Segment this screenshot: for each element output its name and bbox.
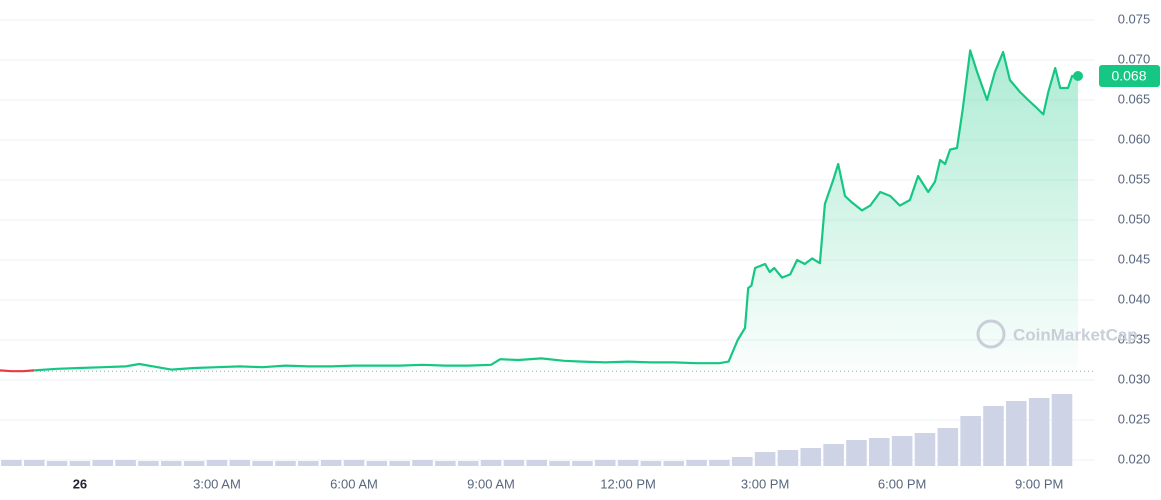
x-tick-label: 9:00 PM	[1015, 476, 1063, 491]
volume-bar	[138, 461, 159, 466]
y-tick-label: 0.035	[1118, 331, 1151, 346]
volume-bar	[115, 460, 136, 466]
y-tick-label: 0.075	[1118, 11, 1151, 26]
y-tick-label: 0.030	[1118, 371, 1151, 386]
y-tick-label: 0.050	[1118, 211, 1151, 226]
volume-bar	[983, 406, 1004, 466]
price-line	[0, 369, 35, 373]
volume-bar	[275, 461, 296, 466]
volume-bar	[366, 461, 388, 466]
volume-bar	[663, 461, 685, 466]
volume-bar	[252, 461, 273, 466]
x-tick-label: 6:00 AM	[330, 476, 378, 491]
volume-bar	[92, 460, 114, 466]
volume-bar	[206, 460, 228, 466]
volume-bar	[1028, 398, 1050, 466]
volume-bar	[435, 461, 456, 466]
x-tick-label: 6:00 PM	[878, 476, 926, 491]
volume-bar	[709, 460, 730, 466]
x-tick-label: 12:00 PM	[600, 476, 656, 491]
volume-bar	[891, 436, 913, 466]
watermark-logo	[976, 319, 1006, 349]
y-tick-label: 0.060	[1118, 131, 1151, 146]
volume-bar	[298, 461, 319, 466]
x-tick-label: 3:00 AM	[193, 476, 241, 491]
volume-bar	[412, 460, 433, 466]
volume-bar	[572, 461, 593, 466]
x-tick-label: 26	[73, 476, 87, 491]
volume-bar	[229, 460, 251, 466]
volume-bar	[526, 460, 547, 466]
price-line	[34, 49, 1078, 372]
volume-bar	[1051, 394, 1073, 466]
volume-bar	[23, 460, 45, 466]
y-tick-label: 0.055	[1118, 171, 1151, 186]
volume-bar	[1006, 401, 1027, 466]
watermark: CoinMarketCap	[976, 319, 1138, 349]
volume-bar	[69, 461, 91, 466]
volume-bar	[389, 461, 410, 466]
volume-bar	[320, 460, 342, 466]
watermark-text: CoinMarketCap	[1013, 325, 1138, 344]
volume-bar	[640, 461, 662, 466]
volume-bar	[846, 440, 867, 466]
volume-bar	[731, 457, 753, 466]
volume-bar	[937, 428, 959, 466]
volume-bar	[161, 461, 182, 466]
volume-bar	[1, 460, 22, 466]
y-tick-label: 0.065	[1118, 91, 1151, 106]
volume-bar	[823, 444, 844, 466]
volume-bar	[46, 461, 68, 466]
volume-bar	[594, 460, 616, 466]
volume-bar	[686, 460, 707, 466]
volume-bar	[617, 460, 639, 466]
volume-bar	[343, 460, 365, 466]
y-tick-label: 0.020	[1118, 451, 1151, 466]
x-tick-label: 3:00 PM	[741, 476, 789, 491]
y-tick-label: 0.040	[1118, 291, 1151, 306]
y-tick-label: 0.045	[1118, 251, 1151, 266]
volume-bar	[800, 448, 822, 466]
volume-bar	[777, 450, 799, 466]
volume-bar	[754, 452, 776, 466]
volume-bar	[480, 460, 502, 466]
volume-bar	[503, 460, 525, 466]
y-tick-label: 0.070	[1118, 51, 1151, 66]
y-tick-label: 0.025	[1118, 411, 1151, 426]
last-point	[1073, 71, 1083, 81]
volume-bar	[960, 416, 981, 466]
price-badge	[1099, 65, 1160, 87]
volume-bar	[869, 438, 890, 466]
volume-bar	[549, 461, 570, 466]
volume-bar	[457, 461, 479, 466]
x-tick-label: 9:00 AM	[467, 476, 515, 491]
price-area	[34, 50, 1079, 372]
price-badge-label: 0.068	[1111, 68, 1146, 84]
volume-bar	[183, 461, 205, 466]
volume-bar	[914, 433, 936, 466]
